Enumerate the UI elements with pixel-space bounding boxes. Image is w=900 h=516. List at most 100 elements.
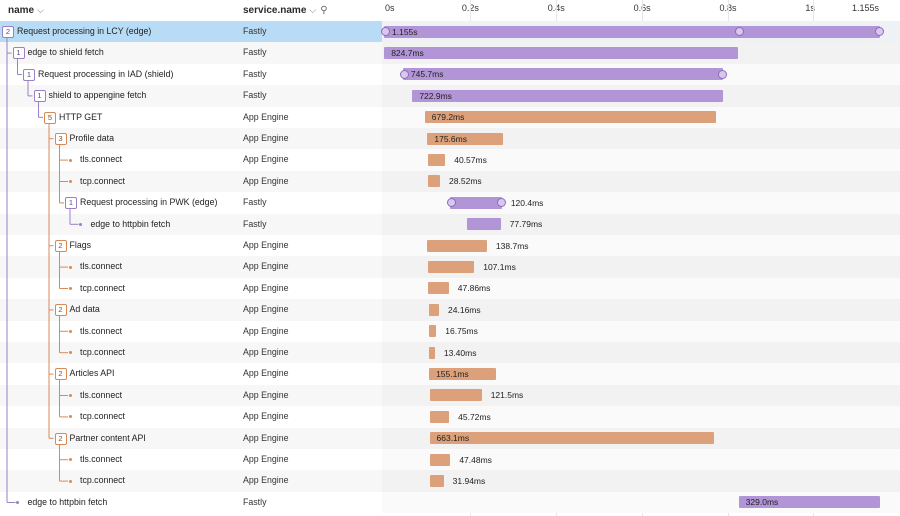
table-row[interactable]: tls.connect App Engine 40.57ms xyxy=(0,149,900,171)
expand-toggle-count[interactable]: 1 xyxy=(65,197,77,210)
span-name[interactable]: shield to appengine fetch xyxy=(48,90,147,101)
span-name[interactable]: tls.connect xyxy=(80,261,123,272)
span-duration-bar[interactable] xyxy=(384,47,739,60)
chevron-down-icon[interactable]: ⌵ xyxy=(37,5,44,15)
span-name[interactable]: tls.connect xyxy=(80,454,123,464)
span-name[interactable]: Articles API xyxy=(69,368,115,379)
span-handle[interactable] xyxy=(875,27,884,37)
span-duration-bar[interactable] xyxy=(738,496,880,509)
axis-tick-label: 0s xyxy=(385,3,395,13)
service-name: App Engine xyxy=(243,133,289,143)
span-name[interactable]: tls.connect xyxy=(80,154,123,165)
span-handle[interactable] xyxy=(496,198,506,208)
span-duration-bar[interactable] xyxy=(429,346,435,359)
expand-toggle-count[interactable]: 1 xyxy=(23,68,35,81)
span-duration-bar[interactable] xyxy=(384,25,880,38)
table-row[interactable]: tls.connect App Engine 16.75ms xyxy=(0,320,900,342)
table-row[interactable]: tcp.connect App Engine 31.94ms xyxy=(0,470,900,492)
column-header-service[interactable]: service.name ⌵ ⚲ xyxy=(243,0,328,20)
expand-toggle-count[interactable]: 1 xyxy=(12,47,25,60)
table-row[interactable]: edge to httpbin fetch Fastly 77.79ms xyxy=(0,213,900,235)
span-name[interactable]: Flags xyxy=(69,240,92,250)
span-duration-bar[interactable] xyxy=(402,68,724,81)
span-duration-bar[interactable] xyxy=(427,154,446,167)
table-row[interactable]: 2 Ad data App Engine 24.16ms xyxy=(0,299,900,321)
span-handle[interactable] xyxy=(447,198,457,208)
span-duration-bar[interactable] xyxy=(429,432,715,445)
expand-toggle-count[interactable]: 2 xyxy=(54,432,67,445)
expand-toggle-count[interactable]: 2 xyxy=(54,304,67,317)
span-duration-bar[interactable] xyxy=(429,475,444,488)
expand-toggle-count[interactable]: 2 xyxy=(54,368,67,381)
expand-toggle-count[interactable]: 3 xyxy=(54,133,67,145)
span-name[interactable]: tls.connect xyxy=(80,389,123,400)
table-row[interactable]: 2 Partner content API App Engine 663.1ms xyxy=(0,427,900,449)
timeline-lane xyxy=(382,192,900,214)
leaf-node-icon xyxy=(68,265,72,269)
span-duration-bar[interactable] xyxy=(429,389,482,402)
table-row[interactable]: 1 Request processing in PWK (edge) Fastly 1… xyxy=(0,192,900,214)
span-name[interactable]: edge to shield fetch xyxy=(27,47,104,58)
service-name: App Engine xyxy=(243,154,289,165)
span-duration-bar[interactable] xyxy=(428,261,475,274)
span-duration-bar[interactable] xyxy=(424,111,717,124)
span-name[interactable]: tcp.connect xyxy=(80,411,125,422)
table-row[interactable]: tcp.connect App Engine 13.40ms xyxy=(0,342,900,364)
table-row[interactable]: 5 HTTP GET App Engine 679.2ms xyxy=(0,106,900,128)
span-name[interactable]: HTTP GET xyxy=(59,111,103,122)
table-row[interactable]: tcp.connect App Engine 45.72ms xyxy=(0,406,900,428)
span-duration-bar[interactable] xyxy=(429,410,450,423)
timeline-lane xyxy=(382,128,900,150)
span-name[interactable]: tcp.connect xyxy=(80,282,125,293)
span-duration-bar[interactable] xyxy=(427,239,487,252)
table-row[interactable]: 1 edge to shield fetch Fastly 824.7ms xyxy=(0,42,900,64)
span-duration-bar[interactable] xyxy=(428,282,449,295)
span-name[interactable]: tcp.connect xyxy=(80,347,125,357)
table-row[interactable]: 2 Flags App Engine 138.7ms xyxy=(0,235,900,257)
span-duration-bar[interactable] xyxy=(429,453,451,466)
table-row[interactable]: tcp.connect App Engine 28.52ms xyxy=(0,170,900,193)
span-duration-bar[interactable] xyxy=(428,303,440,316)
table-row[interactable]: 1 Request processing in IAD (shield) Fastl… xyxy=(0,63,900,86)
expand-toggle-count[interactable]: 2 xyxy=(54,240,67,252)
expand-toggle-count[interactable]: 2 xyxy=(2,26,14,38)
table-row[interactable]: tls.connect App Engine 121.5ms xyxy=(0,384,900,407)
span-duration-bar[interactable] xyxy=(467,218,501,231)
table-row[interactable]: tls.connect App Engine 47.48ms xyxy=(0,449,900,471)
chevron-down-icon[interactable]: ⌵ xyxy=(309,5,317,15)
span-name[interactable]: Request processing in IAD (shield) xyxy=(38,68,174,79)
span-duration-bar[interactable] xyxy=(427,132,503,145)
lightbulb-icon[interactable]: ⚲ xyxy=(320,5,328,16)
expand-toggle-count[interactable]: 5 xyxy=(44,111,56,124)
column-header-name[interactable]: name ⌵ xyxy=(8,0,44,20)
span-duration-bar[interactable] xyxy=(450,196,502,209)
span-name[interactable]: Request processing in PWK (edge) xyxy=(80,197,218,208)
table-row[interactable]: 1 shield to appengine fetch Fastly 722.9ms xyxy=(0,85,900,107)
span-handle[interactable] xyxy=(399,69,409,79)
span-duration-bar[interactable] xyxy=(429,325,437,338)
table-row[interactable]: tcp.connect App Engine 47.86ms xyxy=(0,277,900,300)
span-name[interactable]: tcp.connect xyxy=(80,475,125,486)
table-row[interactable]: 2 Request processing in LCY (edge) Fastly 1… xyxy=(0,21,900,43)
span-handle[interactable] xyxy=(718,69,728,79)
span-duration-bar[interactable] xyxy=(429,368,496,381)
span-duration-bar[interactable] xyxy=(412,89,723,102)
span-name[interactable]: Profile data xyxy=(69,133,115,143)
table-row[interactable]: 2 Articles API App Engine 155.1ms xyxy=(0,363,900,385)
expand-toggle-count[interactable]: 1 xyxy=(33,90,46,103)
timeline-lane xyxy=(382,406,900,428)
span-name[interactable]: tcp.connect xyxy=(80,175,125,186)
span-name[interactable]: Request processing in LCY (edge) xyxy=(17,26,152,36)
span-name[interactable]: Ad data xyxy=(69,304,100,315)
span-name[interactable]: edge to httpbin fetch xyxy=(27,496,108,507)
span-name[interactable]: tls.connect xyxy=(80,325,123,336)
span-name[interactable]: Partner content API xyxy=(69,432,146,443)
span-name[interactable]: edge to httpbin fetch xyxy=(90,218,171,229)
span-handle[interactable] xyxy=(734,27,744,37)
table-row[interactable]: 3 Profile data App Engine 175.6ms xyxy=(0,128,900,150)
span-duration-bar[interactable] xyxy=(427,175,441,188)
table-row[interactable]: edge to httpbin fetch Fastly 329.0ms xyxy=(0,491,900,514)
table-row[interactable]: tls.connect App Engine 107.1ms xyxy=(0,256,900,278)
span-handle[interactable] xyxy=(381,27,390,37)
service-name: Fastly xyxy=(243,218,267,229)
